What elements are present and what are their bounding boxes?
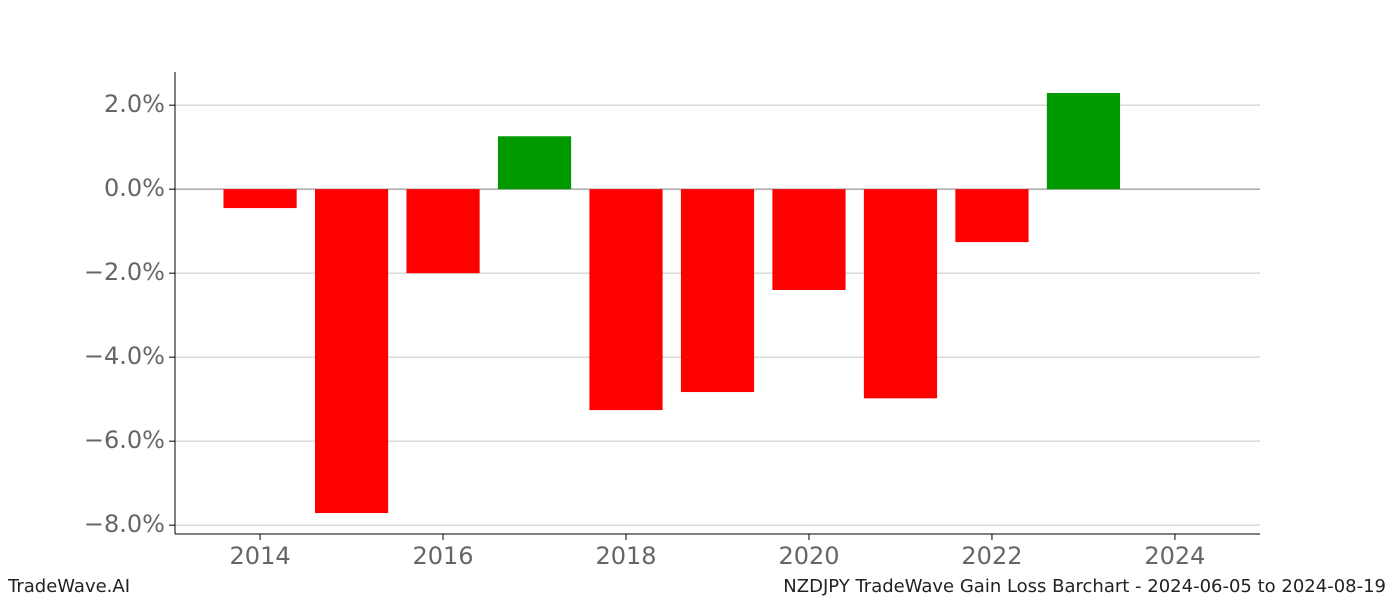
bar xyxy=(1046,93,1121,190)
bar xyxy=(589,189,663,411)
bar xyxy=(223,189,297,209)
bar xyxy=(497,136,572,190)
x-tick-label: 2020 xyxy=(778,542,839,570)
x-tick-label: 2014 xyxy=(230,542,291,570)
bar xyxy=(406,189,480,274)
chart-title: NZDJPY TradeWave Gain Loss Barchart - 20… xyxy=(783,576,1386,597)
x-tick-label: 2022 xyxy=(961,542,1022,570)
y-tick-label: −8.0% xyxy=(84,510,165,538)
bar xyxy=(772,189,846,290)
x-tick-label: 2024 xyxy=(1144,542,1205,570)
y-tick-label: −6.0% xyxy=(84,426,165,454)
bar xyxy=(680,189,755,393)
bar xyxy=(863,189,938,399)
y-tick-label: −4.0% xyxy=(84,342,165,370)
y-tick-label: 2.0% xyxy=(104,90,165,118)
y-tick-label: 0.0% xyxy=(104,174,165,202)
bar xyxy=(955,189,1029,243)
x-tick-label: 2016 xyxy=(413,542,474,570)
y-tick-label: −2.0% xyxy=(84,258,165,286)
bar xyxy=(314,189,389,513)
watermark: TradeWave.AI xyxy=(7,576,130,597)
x-tick-label: 2018 xyxy=(595,542,656,570)
